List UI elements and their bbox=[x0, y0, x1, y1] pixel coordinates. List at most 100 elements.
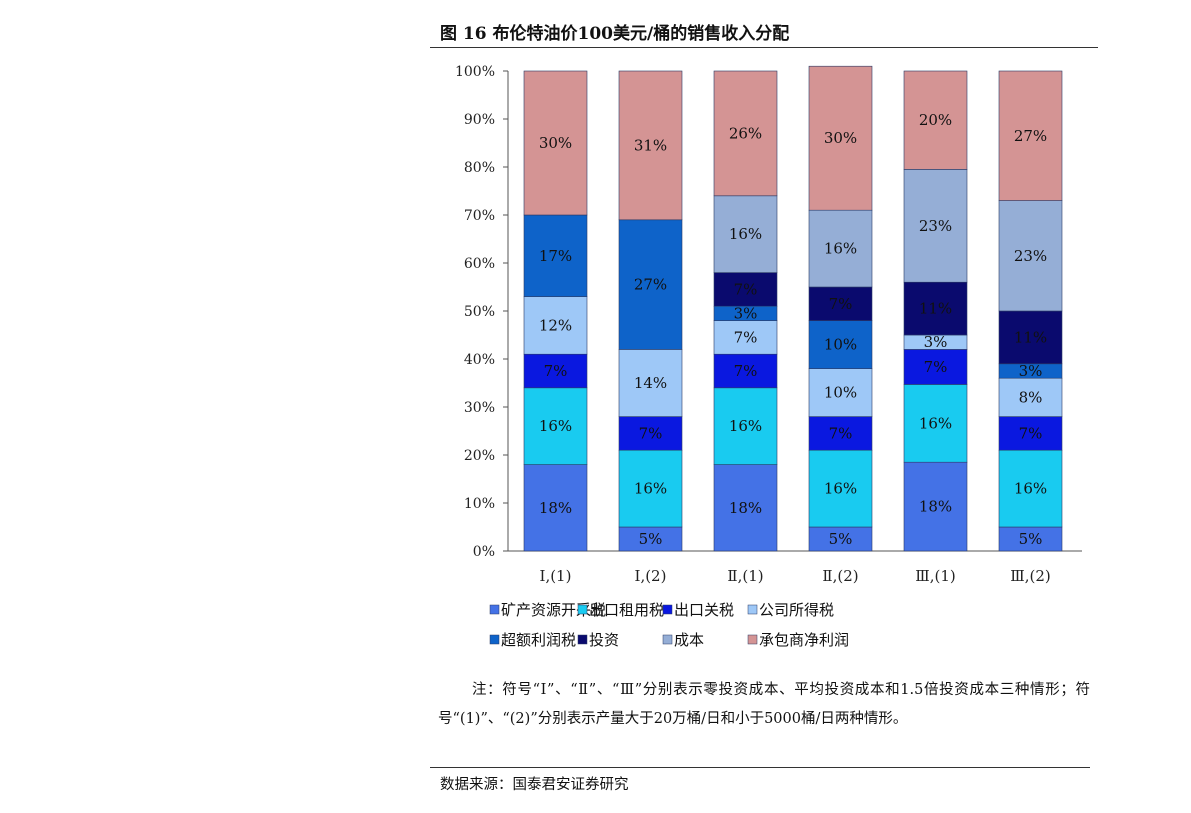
y-tick-label: 0% bbox=[473, 544, 495, 560]
y-tick-label: 20% bbox=[464, 448, 495, 464]
data-label: 18% bbox=[729, 499, 762, 517]
bar-segment bbox=[808, 65, 873, 211]
data-label: 16% bbox=[824, 240, 857, 258]
data-label: 30% bbox=[824, 129, 857, 147]
stacked-bar-chart: 0%10%20%30%40%50%60%70%80%90%100% Ⅰ,(1) Ⅰ… bbox=[455, 64, 1082, 649]
data-label: 5% bbox=[829, 530, 853, 548]
y-tick-label: 30% bbox=[464, 400, 495, 416]
data-label: 16% bbox=[824, 480, 857, 498]
data-label: 7% bbox=[734, 280, 758, 298]
bar-segment bbox=[713, 353, 778, 389]
bar-segment bbox=[523, 464, 588, 552]
bar-segment bbox=[713, 195, 778, 273]
data-label: 27% bbox=[634, 276, 667, 294]
legend-swatch bbox=[489, 604, 500, 615]
bar-segment bbox=[998, 416, 1063, 451]
bar-segment bbox=[618, 416, 683, 451]
data-label: 16% bbox=[1014, 480, 1047, 498]
bar-segment bbox=[808, 368, 873, 417]
legend-swatch bbox=[577, 634, 588, 645]
bar-segment bbox=[903, 384, 968, 463]
bar-segment bbox=[523, 296, 588, 355]
legend-swatch bbox=[489, 634, 500, 645]
data-label: 3% bbox=[734, 304, 758, 322]
bar-segment bbox=[618, 349, 683, 417]
bar-segment bbox=[998, 310, 1063, 365]
y-tick-label: 90% bbox=[464, 112, 495, 128]
data-label: 16% bbox=[634, 480, 667, 498]
data-label: 7% bbox=[734, 362, 758, 380]
y-tick-label: 80% bbox=[464, 160, 495, 176]
legend-label: 超额利润税 bbox=[501, 631, 576, 649]
bar-segment bbox=[808, 449, 873, 528]
legend-swatch bbox=[747, 604, 758, 615]
legend-label: 投资 bbox=[589, 631, 619, 649]
bar-segment bbox=[808, 286, 873, 321]
data-label: 7% bbox=[734, 328, 758, 346]
y-tick-label: 100% bbox=[455, 64, 495, 80]
data-label: 7% bbox=[544, 362, 568, 380]
x-tick-label: Ⅱ,(1) bbox=[727, 567, 763, 585]
bar-segment bbox=[523, 214, 588, 297]
title-rule bbox=[430, 47, 1098, 48]
data-label: 31% bbox=[634, 136, 667, 154]
figure-title: 图 16 布伦特油价100美元/桶的销售收入分配 bbox=[440, 24, 790, 44]
data-label: 5% bbox=[1019, 530, 1043, 548]
data-label: 30% bbox=[539, 134, 572, 152]
y-tick-label: 60% bbox=[464, 256, 495, 272]
y-tick-label: 50% bbox=[464, 304, 495, 320]
data-label: 23% bbox=[919, 217, 952, 235]
x-axis: Ⅰ,(1) Ⅰ,(2) Ⅱ,(1) Ⅱ,(2) Ⅲ,(1) Ⅲ,(2) bbox=[508, 550, 1082, 585]
bar-labels: 18% 16% 7% 12% 17% 30% 5% 16% 7% 14% 27% 31% 18% 16% 7… bbox=[539, 111, 1047, 548]
figure-note: 注：符号“Ⅰ”、“Ⅱ”、“Ⅲ”分别表示零投资成本、平均投资成本和1.5倍投资成本… bbox=[438, 682, 1090, 727]
data-label: 18% bbox=[539, 499, 572, 517]
x-tick-label: Ⅱ,(2) bbox=[822, 567, 858, 585]
data-label: 27% bbox=[1014, 127, 1047, 145]
figure-source: 数据来源：国泰君安证券研究 bbox=[440, 777, 629, 793]
bar-segment bbox=[998, 377, 1063, 417]
data-label: 16% bbox=[729, 225, 762, 243]
x-tick-label: Ⅰ,(2) bbox=[635, 567, 667, 585]
data-label: 11% bbox=[1014, 328, 1047, 346]
bar-segment bbox=[998, 449, 1063, 528]
legend-label: 出口关税 bbox=[674, 601, 734, 619]
data-label: 8% bbox=[1019, 388, 1043, 406]
bar-segment bbox=[713, 387, 778, 465]
data-label: 18% bbox=[919, 498, 952, 516]
legend-swatch bbox=[747, 634, 758, 645]
bar-segment bbox=[903, 461, 968, 552]
legend-label: 承包商净利润 bbox=[759, 631, 849, 649]
data-label: 7% bbox=[639, 424, 663, 442]
x-tick-label: Ⅲ,(1) bbox=[915, 567, 955, 585]
y-axis: 0% 10% 20% 30% 40% 50% 60% 70% 80% 90% 100% bbox=[455, 64, 509, 560]
legend-label: 成本 bbox=[674, 631, 704, 649]
data-label: 3% bbox=[924, 333, 948, 351]
bar-segment bbox=[998, 70, 1063, 201]
bar-segment bbox=[713, 464, 778, 552]
bar-segment bbox=[713, 272, 778, 307]
data-label: 5% bbox=[639, 530, 663, 548]
data-label: 14% bbox=[634, 374, 667, 392]
source-rule bbox=[430, 767, 1090, 768]
data-label: 7% bbox=[924, 358, 948, 376]
bar-segment bbox=[903, 70, 968, 170]
data-label: 17% bbox=[539, 247, 572, 265]
x-tick-label: Ⅰ,(1) bbox=[540, 567, 572, 585]
bar-segment bbox=[998, 200, 1063, 312]
bar-segment bbox=[903, 281, 968, 336]
bar-segment bbox=[523, 353, 588, 389]
data-label: 11% bbox=[919, 300, 952, 318]
x-tick-label: Ⅲ,(2) bbox=[1010, 567, 1050, 585]
data-label: 20% bbox=[919, 111, 952, 129]
data-label: 26% bbox=[729, 124, 762, 142]
bar-segment bbox=[618, 526, 683, 552]
legend-swatch bbox=[662, 604, 673, 615]
data-label: 7% bbox=[829, 424, 853, 442]
data-label: 16% bbox=[539, 417, 572, 435]
bar-segment bbox=[903, 169, 968, 283]
bar-segment bbox=[713, 320, 778, 355]
bars bbox=[523, 65, 1063, 552]
legend-label: 公司所得税 bbox=[759, 601, 834, 619]
bar-segment bbox=[998, 526, 1063, 552]
data-label: 3% bbox=[1019, 362, 1043, 380]
